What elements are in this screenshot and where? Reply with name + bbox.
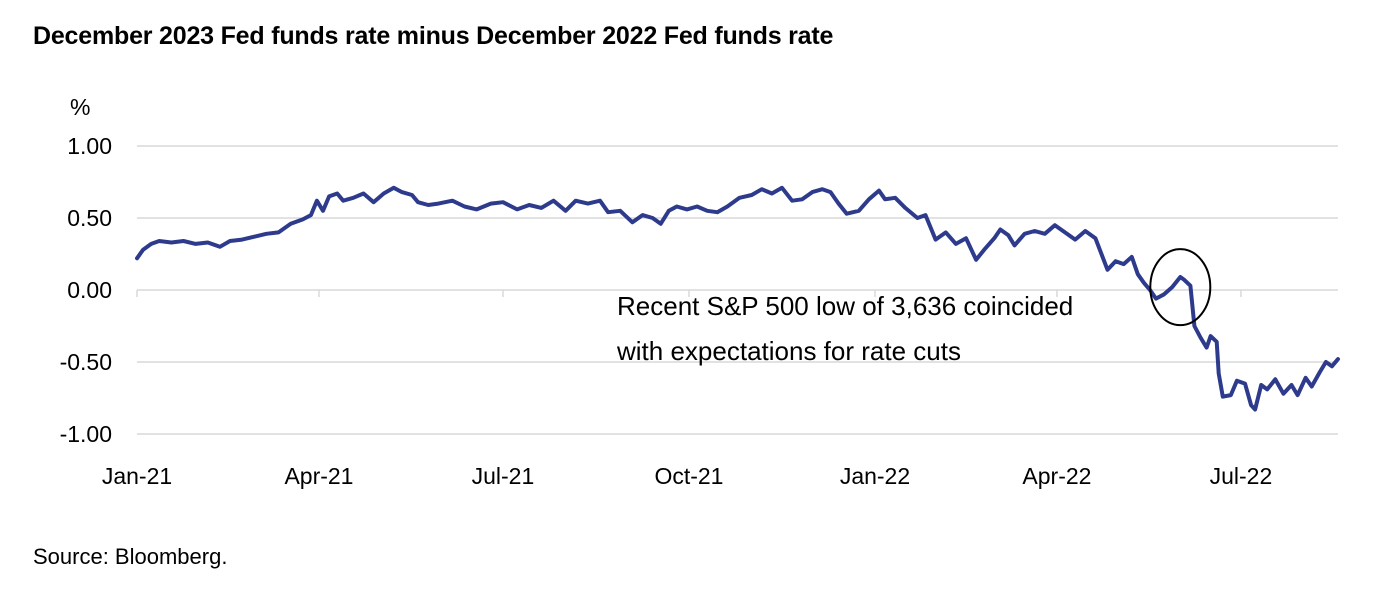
y-axis: 1.00 0.50 0.00 -0.50 -1.00 xyxy=(60,133,112,447)
y-axis-unit-label: % xyxy=(70,94,90,120)
y-tick-label: -0.50 xyxy=(60,349,112,375)
series-group xyxy=(135,185,1340,412)
annotation-circle xyxy=(1149,248,1212,327)
x-tick-label: Apr-22 xyxy=(1022,463,1091,489)
source-note: Source: Bloomberg. xyxy=(33,544,228,569)
annotation-text-line-2: with expectations for rate cuts xyxy=(616,336,961,366)
chart-title: December 2023 Fed funds rate minus Decem… xyxy=(33,22,834,50)
x-tick-label: Jul-21 xyxy=(472,463,535,489)
series-line xyxy=(135,185,1340,412)
x-tick-label: Apr-21 xyxy=(284,463,353,489)
x-axis-labels: Jan-21 Apr-21 Jul-21 Oct-21 Jan-22 Apr-22 Jul-… xyxy=(102,463,1272,489)
x-tick-label: Jul-22 xyxy=(1210,463,1273,489)
x-axis xyxy=(136,289,1338,297)
y-tick-label: 0.50 xyxy=(67,205,112,231)
x-tick-label: Jan-22 xyxy=(840,463,910,489)
annotation-group: Recent S&P 500 low of 3,636 coincided wi… xyxy=(616,248,1212,366)
x-tick-label: Jan-21 xyxy=(102,463,172,489)
y-tick-label: -1.00 xyxy=(60,421,112,447)
x-tick-label: Oct-21 xyxy=(654,463,723,489)
y-tick-label: 0.00 xyxy=(67,277,112,303)
gridlines xyxy=(137,145,1338,435)
annotation-text-line-1: Recent S&P 500 low of 3,636 coincided xyxy=(617,291,1073,321)
y-tick-label: 1.00 xyxy=(67,133,112,159)
